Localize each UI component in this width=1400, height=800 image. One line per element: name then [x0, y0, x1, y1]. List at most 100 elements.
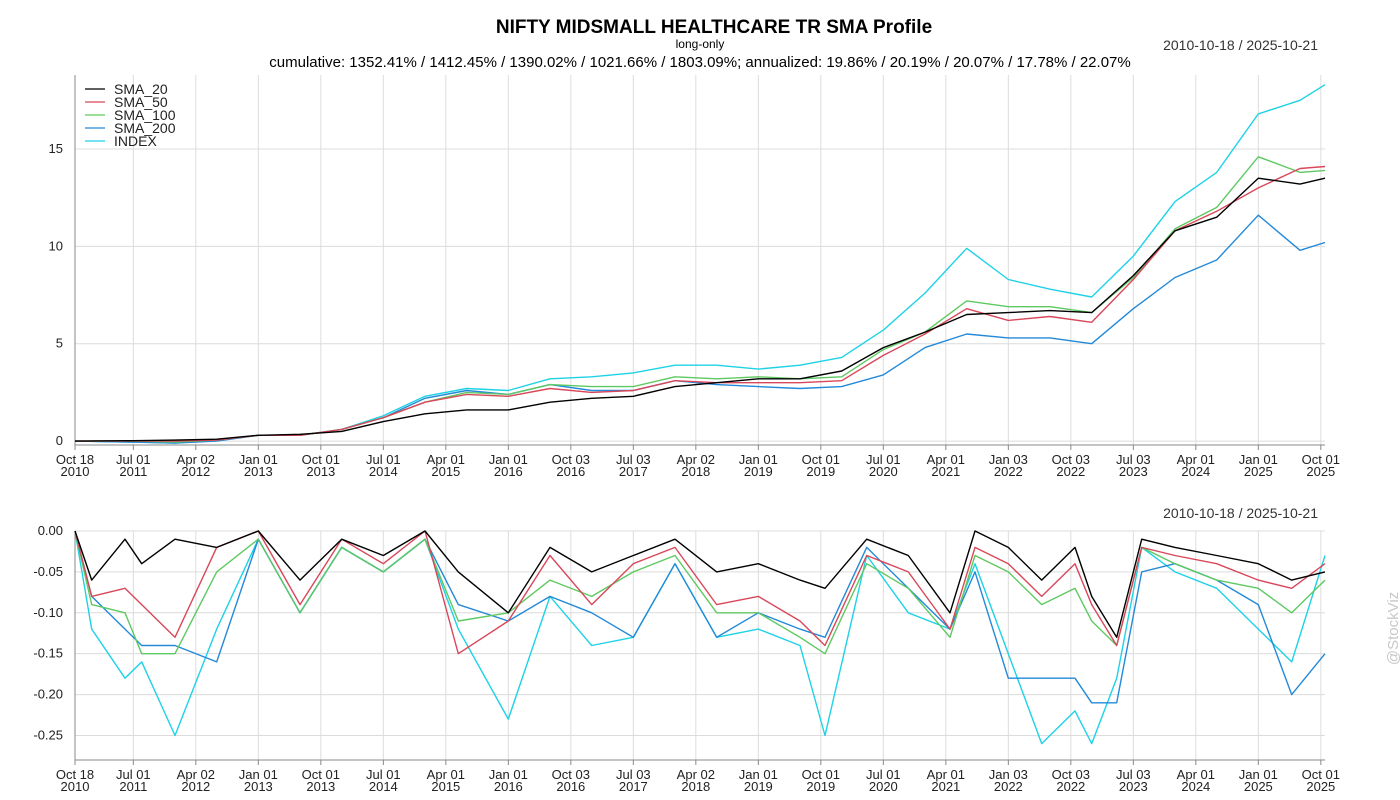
bottom-x-tick-label: 2021 [931, 779, 960, 794]
bottom-x-tick-label: Jul 03 [616, 767, 651, 782]
top-x-tick-label: 2019 [744, 464, 773, 479]
top-x-tick-label: Jul 03 [1116, 452, 1151, 467]
bottom-x-tick-label: Apr 01 [927, 767, 965, 782]
top-x-tick-label: Apr 01 [1177, 452, 1215, 467]
top-x-tick-label: 2022 [994, 464, 1023, 479]
top-x-tick-label: Apr 01 [427, 452, 465, 467]
top-x-tick-label: Oct 01 [1302, 452, 1340, 467]
top-x-tick-label: 2024 [1181, 464, 1210, 479]
legend-label-index: INDEX [114, 133, 157, 149]
bottom-x-tick-label: Oct 01 [1302, 767, 1340, 782]
top-x-tick-label: Jan 01 [489, 452, 528, 467]
top-y-tick-label: 0 [56, 433, 63, 448]
top-x-tick-label: Jul 01 [366, 452, 401, 467]
bottom-x-tick-label: 2013 [244, 779, 273, 794]
top-x-tick-label: Oct 03 [1052, 452, 1090, 467]
top-series-line-sma-20 [74, 177, 1326, 442]
top-x-tick-label: 2012 [181, 464, 210, 479]
top-x-tick-label: 2017 [619, 464, 648, 479]
bottom-y-tick-label: 0.00 [38, 523, 63, 538]
top-series-line-sma-200 [74, 214, 1326, 444]
bottom-x-tick-label: Jan 01 [1239, 767, 1278, 782]
bottom-y-tick-label: -0.05 [33, 564, 63, 579]
legend-label-sma-20: SMA_20 [114, 81, 168, 97]
bottom-x-tick-label: Jul 01 [116, 767, 151, 782]
top-x-tick-label: 2025 [1306, 464, 1335, 479]
bottom-x-tick-label: Jan 03 [989, 767, 1028, 782]
top-x-tick-label: Jan 01 [739, 452, 778, 467]
top-x-tick-label: 2020 [869, 464, 898, 479]
bottom-x-tick-label: 2014 [369, 779, 398, 794]
bottom-x-tick-label: Oct 03 [552, 767, 590, 782]
bottom-x-tick-label: 2015 [431, 779, 460, 794]
top-x-tick-label: 2016 [494, 464, 523, 479]
stats-line: cumulative: 1352.41% / 1412.45% / 1390.0… [269, 54, 1131, 71]
top-x-tick-label: 2025 [1244, 464, 1273, 479]
top-x-tick-label: Apr 01 [927, 452, 965, 467]
bottom-x-tick-label: Apr 02 [677, 767, 715, 782]
bottom-x-tick-label: 2022 [994, 779, 1023, 794]
bottom-x-tick-label: Oct 01 [302, 767, 340, 782]
bottom-x-tick-label: 2019 [806, 779, 835, 794]
top-x-tick-label: Apr 02 [677, 452, 715, 467]
top-y-tick-label: 10 [49, 238, 63, 253]
top-x-tick-label: 2015 [431, 464, 460, 479]
bottom-x-tick-label: 2010 [61, 779, 90, 794]
top-series-line-sma-50 [75, 165, 1326, 442]
bottom-x-tick-label: Jan 01 [489, 767, 528, 782]
bottom-series-line-sma-20 [74, 530, 1326, 638]
top-x-tick-label: 2022 [1056, 464, 1085, 479]
top-x-tick-label: 2010 [61, 464, 90, 479]
chart-title: NIFTY MIDSMALL HEALTHCARE TR SMA Profile [495, 17, 933, 38]
top-x-tick-label: 2018 [681, 464, 710, 479]
top-y-tick-label: 5 [56, 336, 63, 351]
top-y-tick-label: 15 [49, 141, 63, 156]
top-series-line-sma-100 [75, 156, 1326, 443]
bottom-y-tick-label: -0.10 [33, 605, 63, 620]
bottom-series-line-index [74, 530, 1326, 745]
top-x-tick-label: Oct 03 [552, 452, 590, 467]
bottom-x-tick-label: Jan 01 [239, 767, 278, 782]
chart-subtitle: long-only [675, 37, 725, 51]
top-x-tick-label: Jan 03 [989, 452, 1028, 467]
top-series-line-index [74, 84, 1326, 444]
top-x-tick-label: Jul 01 [866, 452, 901, 467]
bottom-x-tick-label: 2016 [494, 779, 523, 794]
bottom-x-tick-label: 2022 [1056, 779, 1085, 794]
top-x-tick-label: 2021 [931, 464, 960, 479]
bottom-x-tick-label: 2024 [1181, 779, 1210, 794]
top-x-tick-label: Oct 01 [802, 452, 840, 467]
bottom-x-tick-label: 2017 [619, 779, 648, 794]
top-x-tick-label: 2023 [1119, 464, 1148, 479]
bottom-x-tick-label: Apr 01 [427, 767, 465, 782]
date-range-top: 2010-10-18 / 2025-10-21 [1163, 37, 1318, 53]
top-x-tick-label: Oct 01 [302, 452, 340, 467]
top-x-tick-label: 2016 [556, 464, 585, 479]
bottom-x-tick-label: Jan 01 [739, 767, 778, 782]
legend-label-sma-100: SMA_100 [114, 107, 176, 123]
bottom-x-tick-label: 2018 [681, 779, 710, 794]
bottom-x-tick-label: Oct 03 [1052, 767, 1090, 782]
bottom-x-tick-label: Jul 03 [1116, 767, 1151, 782]
bottom-x-tick-label: Jul 01 [366, 767, 401, 782]
bottom-x-tick-label: Apr 02 [177, 767, 215, 782]
top-x-tick-label: Apr 02 [177, 452, 215, 467]
bottom-y-tick-label: -0.25 [33, 727, 63, 742]
legend-label-sma-50: SMA_50 [114, 94, 168, 110]
bottom-y-tick-label: -0.20 [33, 687, 63, 702]
top-x-tick-label: Jul 01 [116, 452, 151, 467]
bottom-x-tick-label: 2020 [869, 779, 898, 794]
top-x-tick-label: 2013 [306, 464, 335, 479]
bottom-series-line-sma-200 [74, 530, 1326, 704]
legend-label-sma-200: SMA_200 [114, 120, 176, 136]
bottom-x-tick-label: 2025 [1244, 779, 1273, 794]
top-x-tick-label: 2011 [119, 464, 147, 479]
bottom-x-tick-label: Apr 01 [1177, 767, 1215, 782]
bottom-x-tick-label: 2019 [744, 779, 773, 794]
bottom-x-tick-label: 2011 [119, 779, 147, 794]
bottom-y-tick-label: -0.15 [33, 646, 63, 661]
top-x-tick-label: Oct 18 [56, 452, 94, 467]
bottom-x-tick-label: Oct 18 [56, 767, 94, 782]
bottom-x-tick-label: 2016 [556, 779, 585, 794]
